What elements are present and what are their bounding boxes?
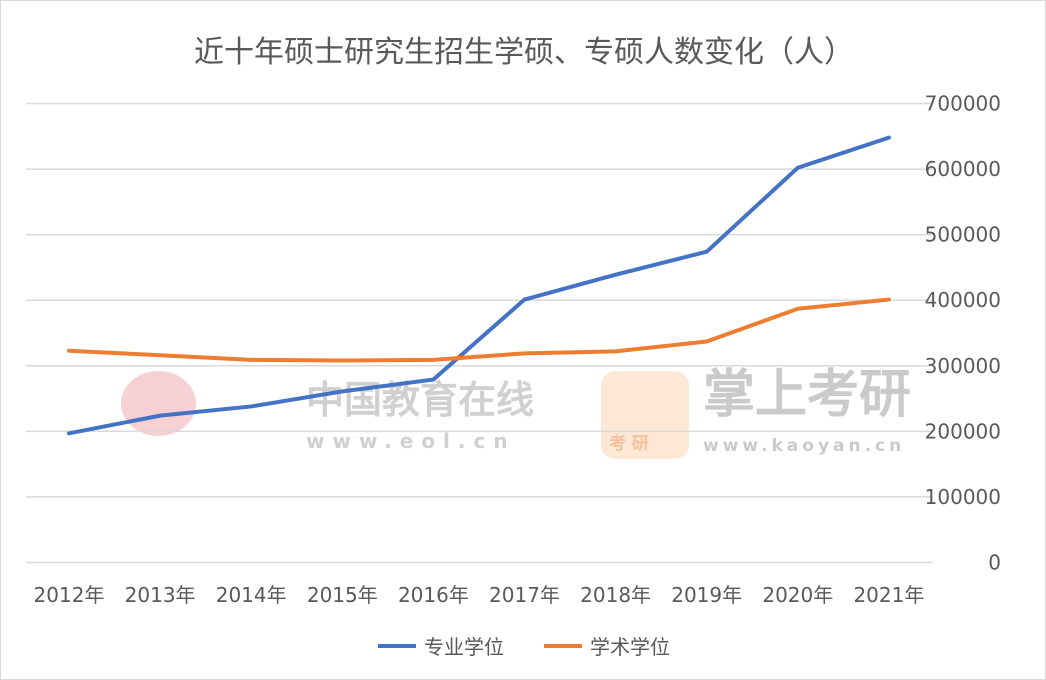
kaoyan-watermark: 考 研 掌上考研 www.kaoyan.cn	[601, 366, 921, 466]
y-tick-label: 700000	[925, 92, 1001, 116]
x-tick-label: 2013年	[125, 583, 196, 607]
legend-item-professional: 专业学位	[378, 631, 504, 660]
x-tick-label: 2021年	[853, 583, 924, 607]
y-tick-label: 400000	[925, 288, 1001, 312]
eol-logo-icon	[121, 371, 196, 436]
legend-label: 学术学位	[590, 635, 670, 659]
eol-name: 中国教育在线	[306, 378, 535, 422]
kaoyan-badge: 考 研	[609, 434, 649, 454]
kaoyan-logo-icon	[601, 371, 689, 459]
y-tick-label: 0	[988, 551, 1001, 575]
y-tick-label: 300000	[925, 354, 1001, 378]
legend-swatch	[544, 643, 582, 648]
y-tick-label: 500000	[925, 223, 1001, 247]
y-tick-label: 200000	[925, 419, 1001, 443]
x-tick-label: 2014年	[216, 583, 287, 607]
y-tick-label: 100000	[925, 485, 1001, 509]
legend: 专业学位 学术学位	[1, 631, 1045, 660]
y-tick-label: 600000	[925, 157, 1001, 181]
chart-title: 近十年硕士研究生招生学硕、专硕人数变化（人）	[194, 35, 854, 70]
x-tick-label: 2019年	[671, 583, 742, 607]
legend-label: 专业学位	[424, 635, 504, 659]
x-tick-label: 2012年	[34, 583, 105, 607]
series-line-0	[67, 135, 891, 436]
eol-watermark: 中国教育在线 www.eol.cn	[111, 366, 591, 466]
legend-swatch	[378, 643, 416, 648]
x-tick-label: 2018年	[580, 583, 651, 607]
legend-item-academic: 学术学位	[544, 631, 670, 660]
x-tick-label: 2016年	[398, 583, 469, 607]
kaoyan-name: 掌上考研	[703, 365, 912, 425]
x-tick-label: 2017年	[489, 583, 560, 607]
kaoyan-url: www.kaoyan.cn	[703, 436, 906, 456]
series-line-1	[67, 297, 891, 363]
x-tick-label: 2020年	[762, 583, 833, 607]
x-tick-label: 2015年	[307, 583, 378, 607]
eol-url: www.eol.cn	[306, 429, 516, 453]
